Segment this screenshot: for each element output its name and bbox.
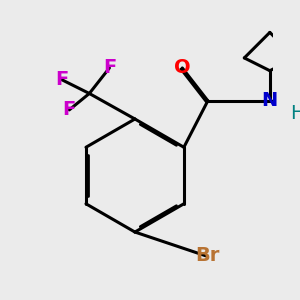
Text: F: F [56,70,69,89]
Text: H: H [290,104,300,123]
Text: N: N [262,91,278,110]
Text: F: F [103,58,116,77]
Text: O: O [174,58,190,77]
Text: F: F [63,100,76,119]
Text: Br: Br [196,246,220,265]
